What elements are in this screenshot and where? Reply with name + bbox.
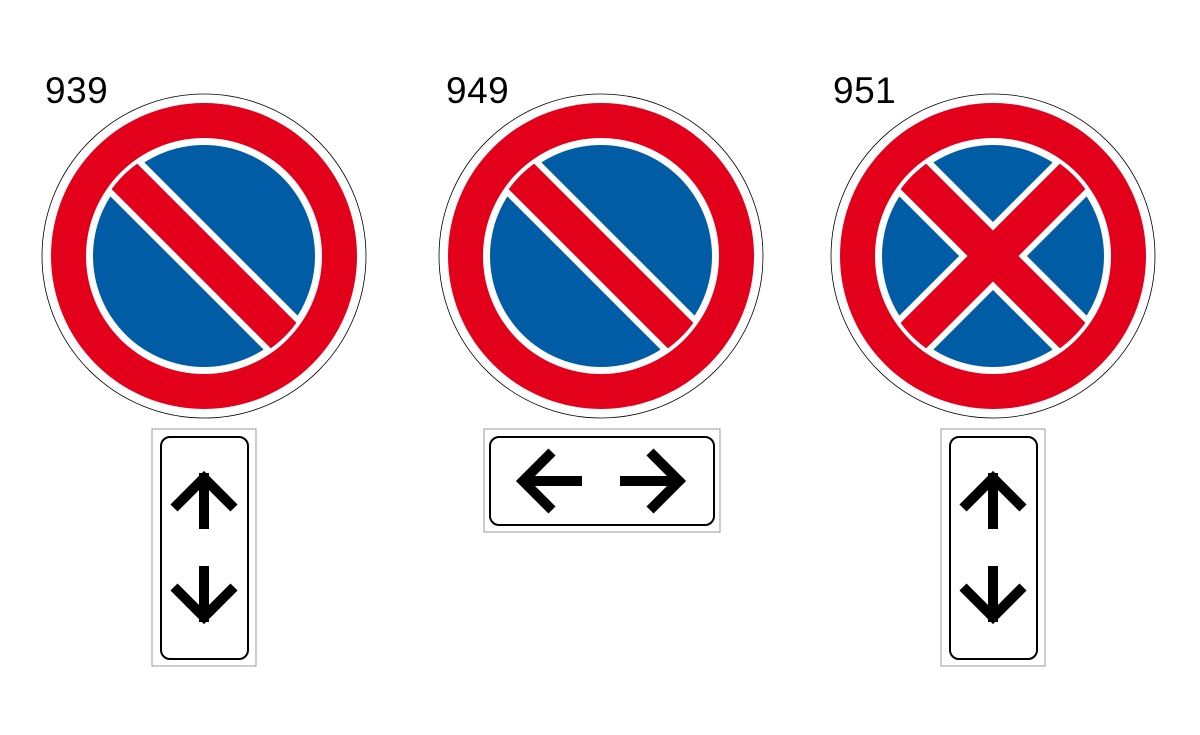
direction-panel-horizontal — [483, 428, 721, 533]
no-stopping-sign-icon — [830, 93, 1156, 419]
sign-code-939: 939 — [45, 70, 109, 111]
arrow-right-icon — [620, 448, 687, 514]
direction-panel-vertical — [151, 428, 257, 667]
arrow-up-icon — [170, 470, 238, 529]
sign-code-951: 951 — [833, 70, 897, 111]
sign-code-949: 949 — [446, 70, 510, 111]
no-parking-sign-icon — [438, 93, 764, 419]
direction-panel-vertical — [940, 428, 1046, 667]
arrow-left-icon — [515, 448, 582, 514]
no-parking-sign-icon — [41, 93, 367, 419]
arrow-up-icon — [959, 470, 1027, 529]
arrow-down-icon — [170, 566, 238, 625]
arrow-down-icon — [959, 566, 1027, 625]
